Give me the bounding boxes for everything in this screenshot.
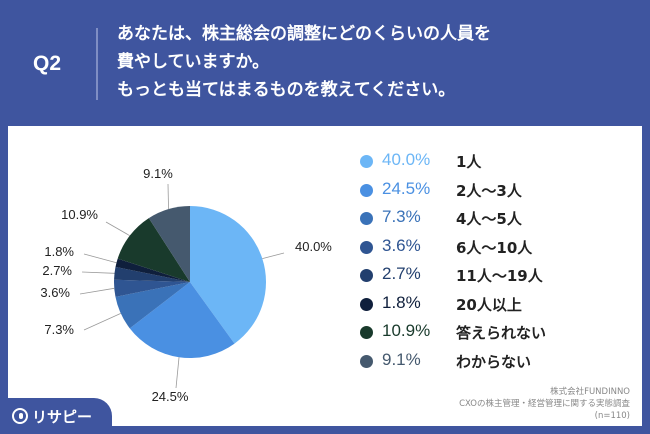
question-number: Q2 xyxy=(33,52,62,75)
legend-item: 2.7% 11人〜19人 xyxy=(360,262,640,291)
legend-item: 3.6% 6人〜10人 xyxy=(360,234,640,263)
chart-card: 40.0% 24.5% 7.3% 3.6% 2.7% 1.8% 10.9% 9.1% 40.0… xyxy=(8,126,642,426)
legend-item: 10.9% 答えられない xyxy=(360,319,640,348)
legend-item: 7.3% 4人〜5人 xyxy=(360,205,640,234)
legend-label: わからない xyxy=(456,352,532,371)
source-company: 株式会社FUNDINNO xyxy=(550,387,630,397)
pie-chart: 40.0% 24.5% 7.3% 3.6% 2.7% 1.8% 10.9% 9.1% xyxy=(8,126,348,426)
legend-percent: 10.9% xyxy=(382,321,431,340)
pie-data-label: 40.0% xyxy=(295,239,332,254)
legend-percent: 7.3% xyxy=(382,207,421,226)
pie-slice xyxy=(117,218,190,282)
legend-label: 1人 xyxy=(456,153,482,171)
pie-leader-line xyxy=(83,313,121,331)
pie-leader-line xyxy=(79,287,115,295)
pie-slice xyxy=(115,258,190,282)
legend-item: 40.0% 1人 xyxy=(360,148,640,177)
legend-swatch xyxy=(360,269,373,282)
source-sample: (n=110) xyxy=(594,411,630,421)
legend-label: 2人〜3人 xyxy=(456,181,522,200)
pie-slice xyxy=(115,282,190,329)
legend-label: 6人〜10人 xyxy=(456,238,533,257)
pie-data-label: 1.8% xyxy=(44,244,74,259)
question-text: あなたは、株主総会の調整にどのくらいの人員を 費やしていますか。 もっとも当ては… xyxy=(117,20,637,104)
question-line: もっとも当てはまるものを教えてください。 xyxy=(117,80,456,100)
legend-percent: 3.6% xyxy=(382,235,421,255)
legend-item: 24.5% 2人〜3人 xyxy=(360,177,640,206)
question-header: Q2 あなたは、株主総会の調整にどのくらいの人員を 費やしていますか。 もっとも… xyxy=(0,0,650,126)
pie-leader-line xyxy=(81,271,115,274)
source-note: 株式会社FUNDINNO CXOの株主管理・経営管理に関する実態調査 (n=11… xyxy=(459,386,630,422)
legend-percent: 40.0% xyxy=(382,150,431,169)
legend-swatch xyxy=(360,297,373,311)
legend-percent: 1.8% xyxy=(382,292,421,312)
legend-percent: 2.7% xyxy=(382,264,421,283)
pie-slice xyxy=(114,266,190,282)
legend-swatch xyxy=(360,155,373,168)
pie-leader-line xyxy=(83,253,117,264)
question-line: 費やしていますか。 xyxy=(117,52,270,72)
legend-swatch xyxy=(360,326,373,339)
legend-swatch xyxy=(360,183,373,197)
pie-chart-svg: 40.0% 24.5% 7.3% 3.6% 2.7% 1.8% 10.9% 9.1% xyxy=(40,166,332,404)
legend-percent: 24.5% xyxy=(382,178,431,198)
pie-leader-line xyxy=(175,357,180,389)
legend-label: 20人以上 xyxy=(456,295,522,314)
pie-leader-line xyxy=(167,183,169,210)
pie-data-label: 7.3% xyxy=(44,322,74,337)
pie-slice xyxy=(113,279,190,297)
legend-swatch xyxy=(360,354,373,368)
brand-logo: リサピー xyxy=(0,398,112,434)
legend-label: 答えられない xyxy=(456,324,547,342)
brand-name: リサピー xyxy=(32,408,93,426)
question-line: あなたは、株主総会の調整にどのくらいの人員を xyxy=(117,24,491,44)
pie-slice xyxy=(129,282,235,359)
source-survey: CXOの株主管理・経営管理に関する実態調査 xyxy=(459,399,630,409)
legend-swatch xyxy=(360,212,373,225)
pie-slice xyxy=(148,206,190,282)
legend-item: 1.8% 20人以上 xyxy=(360,291,640,320)
pie-data-label: 9.1% xyxy=(143,166,173,181)
legend-item: 9.1% わからない xyxy=(360,348,640,377)
pie-slice xyxy=(190,206,267,344)
chart-legend: 40.0% 1人 24.5% 2人〜3人 7.3% 4人〜5人 3.6% 6人〜10人 2.7%… xyxy=(360,148,640,376)
pie-data-label: 10.9% xyxy=(61,207,98,222)
legend-label: 11人〜19人 xyxy=(456,267,543,285)
legend-percent: 9.1% xyxy=(382,349,421,369)
legend-label: 4人〜5人 xyxy=(456,210,522,228)
pie-leader-line xyxy=(105,221,130,237)
pie-leader-line xyxy=(262,252,285,259)
legend-swatch xyxy=(360,240,373,254)
brand-logo-icon xyxy=(12,408,28,424)
header-divider xyxy=(96,28,98,100)
pie-data-label: 2.7% xyxy=(42,263,72,278)
pie-data-label: 3.6% xyxy=(40,285,70,300)
pie-data-label: 24.5% xyxy=(152,389,189,404)
